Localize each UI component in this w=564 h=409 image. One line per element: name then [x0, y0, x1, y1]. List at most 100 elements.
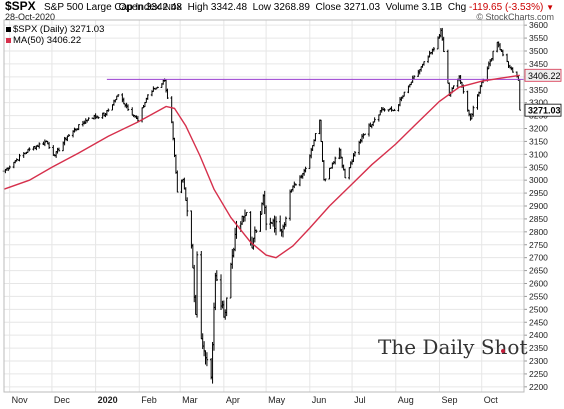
ohlc-bar	[288, 189, 292, 221]
ohlc-bar	[383, 108, 386, 112]
ohlc-bar	[202, 341, 206, 357]
y-tick-label: 3450	[529, 59, 548, 69]
ohlc-bar	[507, 60, 510, 68]
ohlc-bar	[439, 28, 443, 38]
ohlc-bar	[194, 294, 197, 315]
ohlc-bar	[274, 216, 278, 236]
value-tag-box	[524, 103, 562, 117]
ohlc-bar	[8, 165, 11, 170]
ohlc-bar	[43, 139, 47, 147]
ohlc-bar	[56, 147, 59, 154]
ohlc-bar	[47, 142, 51, 149]
plot-frame	[3, 19, 525, 393]
ohlc-bar	[390, 106, 393, 112]
ohlc-bar	[302, 168, 306, 176]
ohlc-bar	[174, 154, 178, 174]
x-tick-label: Nov	[12, 395, 29, 405]
ohlc-bar	[87, 117, 90, 121]
open-label: Open	[118, 2, 144, 13]
ohlc-bar	[322, 160, 326, 181]
ohlc-bar	[328, 167, 331, 180]
ohlc-bar	[446, 49, 450, 84]
x-tick-label: May	[268, 395, 286, 405]
price-bars	[2, 27, 521, 384]
ohlc-bar	[498, 43, 502, 51]
ohlc-bar	[38, 142, 41, 149]
ohlc-bar	[184, 187, 187, 201]
x-tick-label: Aug	[398, 395, 414, 405]
ohlc-bar	[476, 94, 479, 110]
y-tick-label: 3350	[529, 85, 548, 95]
x-tick-label: Jul	[354, 395, 366, 405]
ohlc-bar	[348, 167, 351, 180]
ohlc-bar	[333, 156, 337, 165]
y-tick-label: 3000	[529, 175, 548, 185]
ohlc-bar	[398, 97, 402, 107]
ohlc-bar	[104, 112, 107, 118]
ohlc-bar	[283, 222, 286, 230]
ohlc-bar	[146, 94, 149, 100]
ohlc-bar	[442, 36, 445, 53]
y-tick-label: 2500	[529, 304, 548, 314]
ohlc-bar	[324, 178, 327, 182]
y-tick-label: 2400	[529, 330, 548, 340]
value-tags: 3406.22 3271.03	[524, 68, 562, 117]
ohlc-bar	[491, 50, 495, 61]
y-tick-label: 2250	[529, 369, 548, 379]
legend-price: $SPX (Daily) 3271.03	[6, 24, 104, 35]
ohlc-bar	[121, 93, 124, 103]
brand-registered-mark	[501, 349, 505, 353]
y-tick-label: 2850	[529, 214, 548, 224]
ohlc-bar	[107, 108, 110, 112]
ohlc-bar	[343, 168, 347, 179]
symbol-label: $SPX	[5, 0, 36, 13]
x-tick-label: Oct	[484, 395, 499, 405]
ohlc-bar	[240, 215, 244, 225]
y-tick-label: 3150	[529, 136, 548, 146]
ohlc-bar	[488, 58, 492, 67]
ohlc-bar	[260, 202, 264, 215]
ohlc-bar	[32, 146, 35, 151]
volume-value: 3.1B	[421, 2, 443, 13]
ohlc-bar	[393, 108, 396, 112]
x-tick-label: Jun	[312, 395, 327, 405]
ohlc-bar	[457, 75, 461, 82]
ohlc-bar	[314, 133, 317, 142]
ohlc-bar	[191, 243, 195, 269]
ohlc-bar	[215, 270, 218, 282]
ohlc-bar	[293, 181, 296, 189]
ohlc-bar	[171, 121, 175, 141]
y-tick-label: 2800	[529, 227, 548, 237]
legend-price-label: $SPX (Daily) 3271.03	[13, 24, 105, 35]
ohlc-bar	[373, 117, 376, 123]
y-tick-label: 3050	[529, 162, 548, 172]
ohlc-bar	[205, 352, 209, 367]
ohlc-bar	[469, 113, 472, 121]
ohlc-bar	[472, 105, 475, 117]
ohlc-bar	[422, 61, 426, 66]
ohlc-bar	[116, 94, 120, 98]
y-tick-label: 2700	[529, 253, 548, 263]
exchange-label: INDX	[162, 3, 182, 12]
ohlc-bar	[214, 272, 217, 311]
volume-label: Volume	[385, 2, 419, 13]
ohlc-bar	[338, 147, 341, 160]
y-tick-label: 3100	[529, 149, 548, 159]
ohlc-bar	[111, 104, 114, 111]
legend-ma: MA(50) 3406.22	[6, 35, 81, 46]
ohlc-bar	[428, 50, 431, 58]
y-tick-label: 2600	[529, 279, 548, 289]
ohlc-bar	[456, 78, 459, 88]
ohlc-bar	[122, 97, 125, 105]
ohlc-bar	[452, 85, 455, 90]
value-tag-box	[524, 68, 562, 82]
ohlc-bar	[156, 86, 159, 89]
index-fullname: S&P 500 Large Cap Index	[44, 2, 161, 13]
ohlc-bar	[77, 124, 80, 131]
ohlc-bar	[412, 75, 416, 80]
ohlc-bar	[432, 47, 436, 52]
ohlc-bar	[185, 197, 189, 217]
y-tick-label: 2450	[529, 317, 548, 327]
ohlc-bar	[403, 91, 406, 97]
